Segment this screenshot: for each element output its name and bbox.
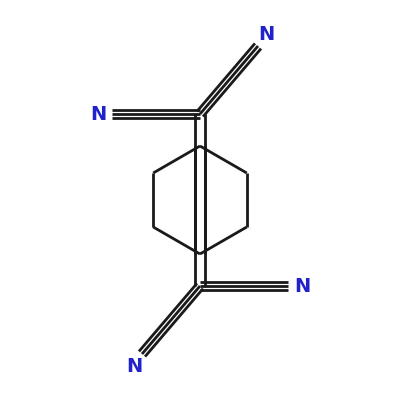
Text: N: N bbox=[294, 276, 310, 296]
Text: N: N bbox=[258, 24, 274, 44]
Text: N: N bbox=[90, 104, 106, 124]
Text: N: N bbox=[126, 356, 142, 376]
